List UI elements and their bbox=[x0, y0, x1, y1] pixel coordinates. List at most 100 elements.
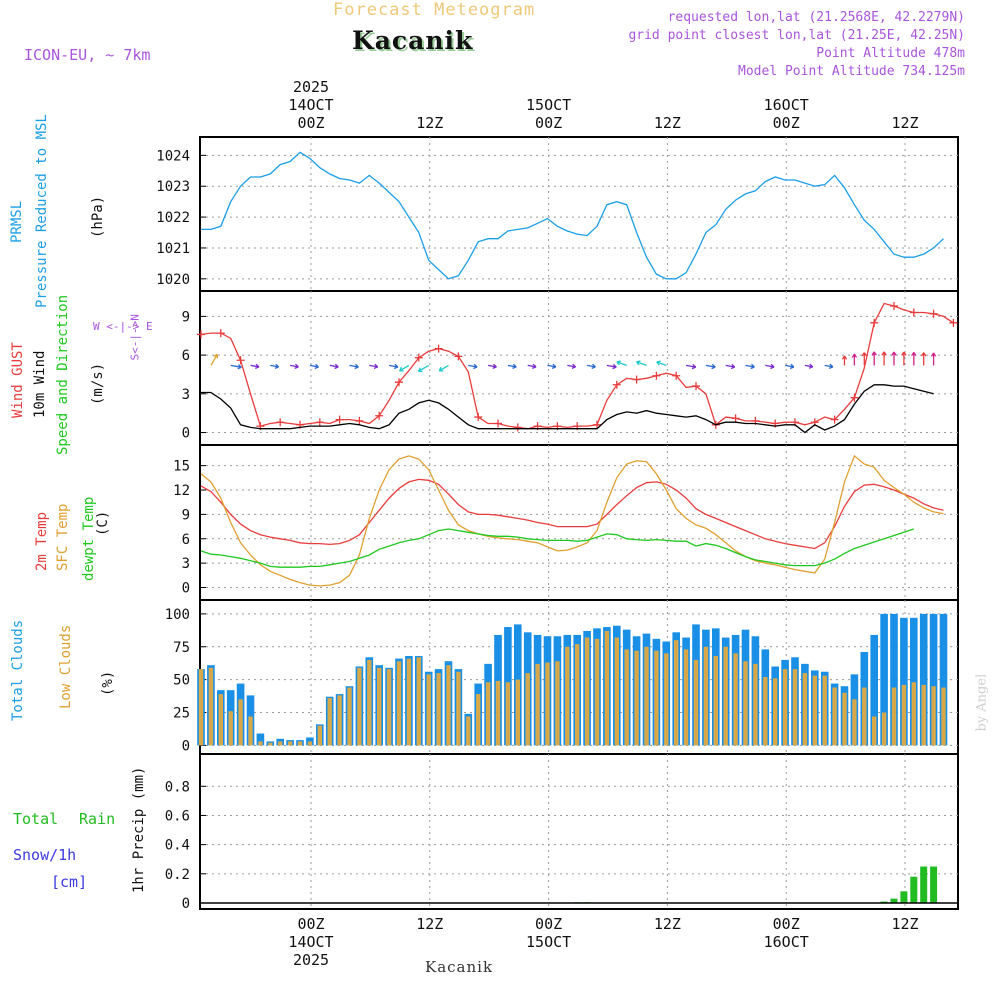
low-clouds-bar bbox=[278, 741, 283, 746]
wind-direction-arrow bbox=[250, 364, 260, 368]
wind-arrow-head bbox=[334, 363, 339, 370]
low-clouds-bar bbox=[941, 687, 946, 746]
wind-10m-label: 10m Wind bbox=[32, 350, 48, 418]
ytick-wind: 3 bbox=[182, 387, 190, 403]
low-clouds-bar bbox=[812, 675, 817, 746]
low-clouds-bar bbox=[891, 687, 897, 746]
wind-direction-arrow bbox=[230, 364, 242, 368]
gust-marker bbox=[236, 356, 245, 365]
wind-arrow-head bbox=[399, 366, 404, 372]
series-line-sfc-temp bbox=[200, 454, 944, 587]
wind-direction-arrow bbox=[606, 364, 617, 368]
low-clouds-bar bbox=[466, 716, 471, 746]
low-clouds-bar bbox=[367, 659, 372, 746]
wind-direction-arrow bbox=[309, 364, 319, 368]
wind-arrow-head bbox=[656, 360, 661, 366]
low-clouds-bar bbox=[852, 699, 857, 746]
low-clouds-bar bbox=[703, 646, 709, 746]
low-clouds-bar bbox=[604, 630, 610, 746]
ytick-clouds: 25 bbox=[173, 706, 190, 722]
top-time-label-year: 2025 bbox=[293, 78, 329, 96]
low-clouds-bar bbox=[545, 662, 550, 746]
gust-marker bbox=[890, 302, 898, 311]
wind-direction-arrow bbox=[418, 364, 430, 372]
model-label: ICON-EU, ~ 7km bbox=[24, 46, 151, 64]
ytick-clouds: 0 bbox=[182, 738, 190, 754]
wind-direction-arrow bbox=[824, 364, 833, 368]
bottom-time-label-hour: 12Z bbox=[891, 915, 918, 933]
gust-marker bbox=[315, 418, 324, 427]
wind-direction-arrow bbox=[388, 364, 398, 368]
wind-arrow-head bbox=[294, 363, 299, 370]
low-clouds-bar bbox=[802, 673, 808, 746]
snow-label: Snow/1h bbox=[13, 846, 77, 864]
low-clouds-bar bbox=[584, 637, 590, 746]
wind-direction-arrow bbox=[527, 364, 537, 368]
snow-unit-label: [cm] bbox=[51, 873, 88, 891]
wind-arrow-head bbox=[255, 363, 260, 370]
pressure-label-msl: Pressure Reduced to MSL bbox=[34, 114, 50, 308]
gust-marker bbox=[355, 416, 364, 425]
clouds-unit: (%) bbox=[100, 670, 116, 696]
ytick-pressure: 1020 bbox=[156, 272, 190, 288]
rain-bar bbox=[910, 876, 918, 903]
top-time-label-hour: 12Z bbox=[891, 114, 918, 132]
wind-arrow-head bbox=[851, 353, 858, 358]
rain-bar bbox=[890, 898, 898, 903]
gust-marker bbox=[276, 418, 285, 427]
low-clouds-bar bbox=[515, 679, 520, 746]
ytick-temperature: 9 bbox=[182, 507, 190, 523]
low-clouds-bar bbox=[931, 686, 936, 746]
total-label: Total bbox=[13, 810, 59, 828]
low-clouds-bar bbox=[386, 669, 392, 746]
low-clouds-bar bbox=[307, 741, 313, 746]
gust-marker bbox=[593, 420, 601, 429]
wind-direction-arrow bbox=[289, 364, 299, 368]
ytick-precip: 0.2 bbox=[165, 867, 190, 883]
low-clouds-bar bbox=[297, 741, 303, 746]
wind-arrow-head bbox=[417, 367, 423, 373]
watermark: by Angel bbox=[974, 673, 990, 732]
ytick-precip: 0 bbox=[182, 896, 190, 912]
gust-marker bbox=[612, 380, 621, 389]
low-clouds-bar bbox=[594, 638, 600, 746]
wind-arrow-head bbox=[616, 360, 621, 366]
gust-marker bbox=[216, 329, 225, 338]
gust-marker bbox=[731, 414, 740, 423]
bottom-time-label-hour: 12Z bbox=[416, 915, 443, 933]
low-clouds-bar bbox=[832, 687, 837, 746]
low-clouds-bar bbox=[218, 694, 223, 746]
low-clouds-bar bbox=[525, 673, 530, 746]
total-clouds-bar bbox=[939, 613, 948, 746]
wind-direction-arrow bbox=[765, 364, 775, 368]
top-time-label-day: 15OCT bbox=[526, 96, 571, 114]
series-line-10m-wind bbox=[201, 384, 934, 434]
low-clouds-bar bbox=[287, 741, 293, 746]
panel-frame-temperature bbox=[199, 444, 959, 601]
wind-direction-arrow bbox=[507, 364, 517, 368]
wind-direction-arrow bbox=[349, 364, 359, 368]
gust-marker bbox=[375, 411, 384, 420]
low-clouds-bar bbox=[377, 667, 382, 746]
chart-title: Forecast Meteogram bbox=[333, 0, 536, 20]
low-clouds-bar bbox=[921, 684, 926, 746]
panel-frames bbox=[199, 136, 959, 910]
low-clouds-bar bbox=[268, 742, 273, 746]
rain-bar bbox=[900, 891, 908, 903]
requested-coords: requested lon,lat (21.2568E, 42.2279N) bbox=[667, 10, 965, 25]
low-clouds-bar bbox=[733, 653, 738, 746]
low-clouds-bar bbox=[901, 684, 907, 746]
low-clouds-bar bbox=[238, 699, 243, 746]
gust-marker bbox=[870, 318, 879, 327]
wind-arrow-head bbox=[711, 363, 716, 370]
low-clouds-bar bbox=[614, 637, 619, 746]
precip-unit: 1hr Precip (mm) bbox=[131, 766, 147, 893]
total-clouds-bar bbox=[890, 613, 898, 746]
wind-arrow-head bbox=[213, 353, 219, 359]
low-clouds-label: Low Clouds bbox=[58, 624, 74, 709]
low-clouds-bar bbox=[872, 716, 877, 746]
gust-marker bbox=[474, 413, 483, 422]
ytick-precip: 0.4 bbox=[165, 838, 190, 854]
ytick-temperature: 12 bbox=[173, 483, 190, 499]
low-clouds-bar bbox=[446, 665, 451, 746]
